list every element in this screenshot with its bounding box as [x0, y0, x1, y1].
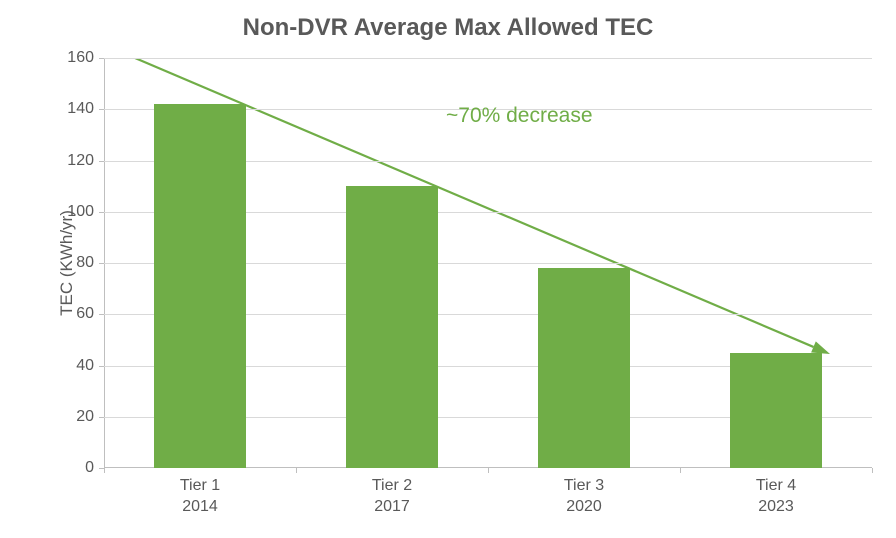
x-tick-label-line2: 2023 [756, 497, 796, 518]
x-tick-label-line2: 2017 [372, 497, 412, 518]
x-tick [872, 468, 873, 473]
x-tick-label-line2: 2020 [564, 497, 604, 518]
x-tick [104, 468, 105, 473]
y-axis-title: TEC (KWh/yr) [57, 210, 77, 316]
y-tick-label: 160 [67, 49, 104, 67]
x-tick [488, 468, 489, 473]
bar [154, 104, 246, 468]
x-tick-label: Tier 12014 [180, 476, 220, 518]
bar [346, 186, 438, 468]
bar [730, 353, 822, 468]
y-tick-label: 100 [67, 203, 104, 221]
decrease-annotation: ~70% decrease [446, 104, 593, 128]
bar [538, 268, 630, 468]
x-tick-label: Tier 42023 [756, 476, 796, 518]
x-tick-label-line1: Tier 3 [564, 476, 604, 497]
y-tick-label: 80 [76, 254, 104, 272]
y-tick-label: 60 [76, 305, 104, 323]
chart-title: Non-DVR Average Max Allowed TEC [0, 14, 896, 42]
y-tick-label: 40 [76, 357, 104, 375]
x-tick-label-line2: 2014 [180, 497, 220, 518]
x-tick-label: Tier 32020 [564, 476, 604, 518]
x-tick-label-line1: Tier 1 [180, 476, 220, 497]
y-tick-label: 120 [67, 152, 104, 170]
x-tick [680, 468, 681, 473]
x-tick-label: Tier 22017 [372, 476, 412, 518]
y-tick-label: 0 [85, 459, 104, 477]
x-tick [296, 468, 297, 473]
x-tick-label-line1: Tier 2 [372, 476, 412, 497]
y-tick-label: 20 [76, 408, 104, 426]
chart-container: Non-DVR Average Max Allowed TEC TEC (KWh… [0, 0, 896, 538]
x-tick-label-line1: Tier 4 [756, 476, 796, 497]
y-tick-label: 140 [67, 100, 104, 118]
gridline [104, 58, 872, 59]
